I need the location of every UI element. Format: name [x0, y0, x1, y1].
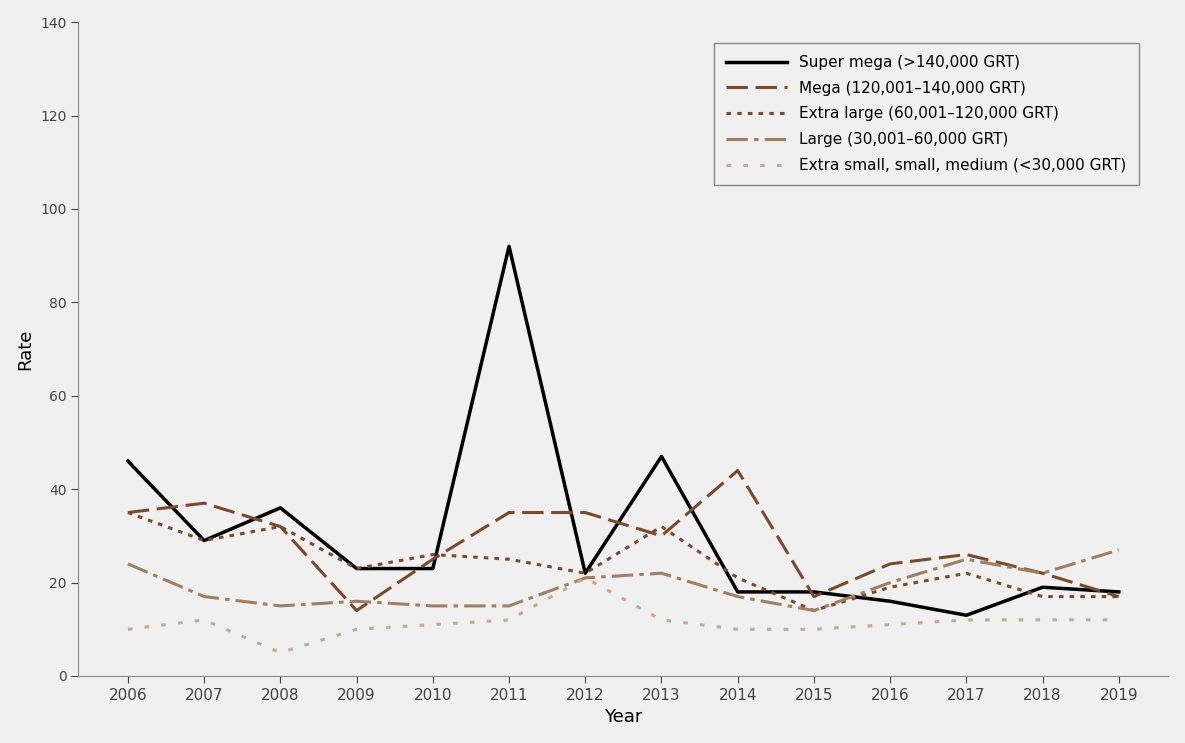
- Large (30,001–60,000 GRT): [274, 602, 288, 611]
- Extra small, small, medium (<30,000 GRT): [883, 620, 897, 629]
- Super mega (>140,000 GRT): [425, 564, 440, 573]
- Extra small, small, medium (<30,000 GRT): [654, 615, 668, 624]
- Mega (120,001–140,000 GRT): [578, 508, 592, 517]
- Mega (120,001–140,000 GRT): [883, 559, 897, 568]
- Extra small, small, medium (<30,000 GRT): [959, 615, 973, 624]
- Large (30,001–60,000 GRT): [121, 559, 135, 568]
- Mega (120,001–140,000 GRT): [274, 522, 288, 531]
- Large (30,001–60,000 GRT): [959, 555, 973, 564]
- X-axis label: Year: Year: [604, 708, 642, 727]
- Large (30,001–60,000 GRT): [883, 578, 897, 587]
- Large (30,001–60,000 GRT): [654, 569, 668, 578]
- Super mega (>140,000 GRT): [959, 611, 973, 620]
- Mega (120,001–140,000 GRT): [1112, 592, 1126, 601]
- Large (30,001–60,000 GRT): [578, 574, 592, 583]
- Mega (120,001–140,000 GRT): [502, 508, 517, 517]
- Super mega (>140,000 GRT): [731, 588, 745, 597]
- Extra large (60,001–120,000 GRT): [197, 536, 211, 545]
- Mega (120,001–140,000 GRT): [350, 606, 364, 615]
- Super mega (>140,000 GRT): [578, 569, 592, 578]
- Extra large (60,001–120,000 GRT): [807, 606, 821, 615]
- Large (30,001–60,000 GRT): [425, 602, 440, 611]
- Extra small, small, medium (<30,000 GRT): [502, 615, 517, 624]
- Extra large (60,001–120,000 GRT): [578, 569, 592, 578]
- Mega (120,001–140,000 GRT): [425, 555, 440, 564]
- Extra large (60,001–120,000 GRT): [350, 564, 364, 573]
- Extra small, small, medium (<30,000 GRT): [1036, 615, 1050, 624]
- Extra large (60,001–120,000 GRT): [274, 522, 288, 531]
- Extra small, small, medium (<30,000 GRT): [121, 625, 135, 634]
- Super mega (>140,000 GRT): [1112, 588, 1126, 597]
- Y-axis label: Rate: Rate: [17, 328, 34, 370]
- Super mega (>140,000 GRT): [350, 564, 364, 573]
- Extra large (60,001–120,000 GRT): [121, 508, 135, 517]
- Mega (120,001–140,000 GRT): [121, 508, 135, 517]
- Super mega (>140,000 GRT): [654, 452, 668, 461]
- Large (30,001–60,000 GRT): [1036, 569, 1050, 578]
- Mega (120,001–140,000 GRT): [197, 499, 211, 507]
- Mega (120,001–140,000 GRT): [654, 531, 668, 540]
- Super mega (>140,000 GRT): [502, 242, 517, 251]
- Extra large (60,001–120,000 GRT): [654, 522, 668, 531]
- Super mega (>140,000 GRT): [883, 597, 897, 606]
- Extra large (60,001–120,000 GRT): [883, 583, 897, 591]
- Extra large (60,001–120,000 GRT): [731, 574, 745, 583]
- Mega (120,001–140,000 GRT): [807, 592, 821, 601]
- Line: Extra large (60,001–120,000 GRT): Extra large (60,001–120,000 GRT): [128, 513, 1119, 611]
- Extra small, small, medium (<30,000 GRT): [274, 648, 288, 657]
- Extra small, small, medium (<30,000 GRT): [197, 615, 211, 624]
- Super mega (>140,000 GRT): [807, 588, 821, 597]
- Extra small, small, medium (<30,000 GRT): [425, 620, 440, 629]
- Mega (120,001–140,000 GRT): [1036, 569, 1050, 578]
- Super mega (>140,000 GRT): [197, 536, 211, 545]
- Large (30,001–60,000 GRT): [1112, 545, 1126, 554]
- Line: Mega (120,001–140,000 GRT): Mega (120,001–140,000 GRT): [128, 470, 1119, 611]
- Super mega (>140,000 GRT): [1036, 583, 1050, 591]
- Extra large (60,001–120,000 GRT): [425, 550, 440, 559]
- Extra small, small, medium (<30,000 GRT): [1112, 615, 1126, 624]
- Mega (120,001–140,000 GRT): [959, 550, 973, 559]
- Line: Large (30,001–60,000 GRT): Large (30,001–60,000 GRT): [128, 550, 1119, 611]
- Extra small, small, medium (<30,000 GRT): [350, 625, 364, 634]
- Line: Super mega (>140,000 GRT): Super mega (>140,000 GRT): [128, 247, 1119, 615]
- Legend: Super mega (>140,000 GRT), Mega (120,001–140,000 GRT), Extra large (60,001–120,0: Super mega (>140,000 GRT), Mega (120,001…: [713, 43, 1139, 185]
- Extra small, small, medium (<30,000 GRT): [731, 625, 745, 634]
- Extra large (60,001–120,000 GRT): [959, 569, 973, 578]
- Mega (120,001–140,000 GRT): [731, 466, 745, 475]
- Super mega (>140,000 GRT): [121, 457, 135, 466]
- Extra small, small, medium (<30,000 GRT): [807, 625, 821, 634]
- Super mega (>140,000 GRT): [274, 504, 288, 513]
- Large (30,001–60,000 GRT): [197, 592, 211, 601]
- Large (30,001–60,000 GRT): [731, 592, 745, 601]
- Large (30,001–60,000 GRT): [350, 597, 364, 606]
- Extra large (60,001–120,000 GRT): [1112, 592, 1126, 601]
- Line: Extra small, small, medium (<30,000 GRT): Extra small, small, medium (<30,000 GRT): [128, 578, 1119, 652]
- Extra large (60,001–120,000 GRT): [502, 555, 517, 564]
- Large (30,001–60,000 GRT): [502, 602, 517, 611]
- Extra small, small, medium (<30,000 GRT): [578, 574, 592, 583]
- Extra large (60,001–120,000 GRT): [1036, 592, 1050, 601]
- Large (30,001–60,000 GRT): [807, 606, 821, 615]
